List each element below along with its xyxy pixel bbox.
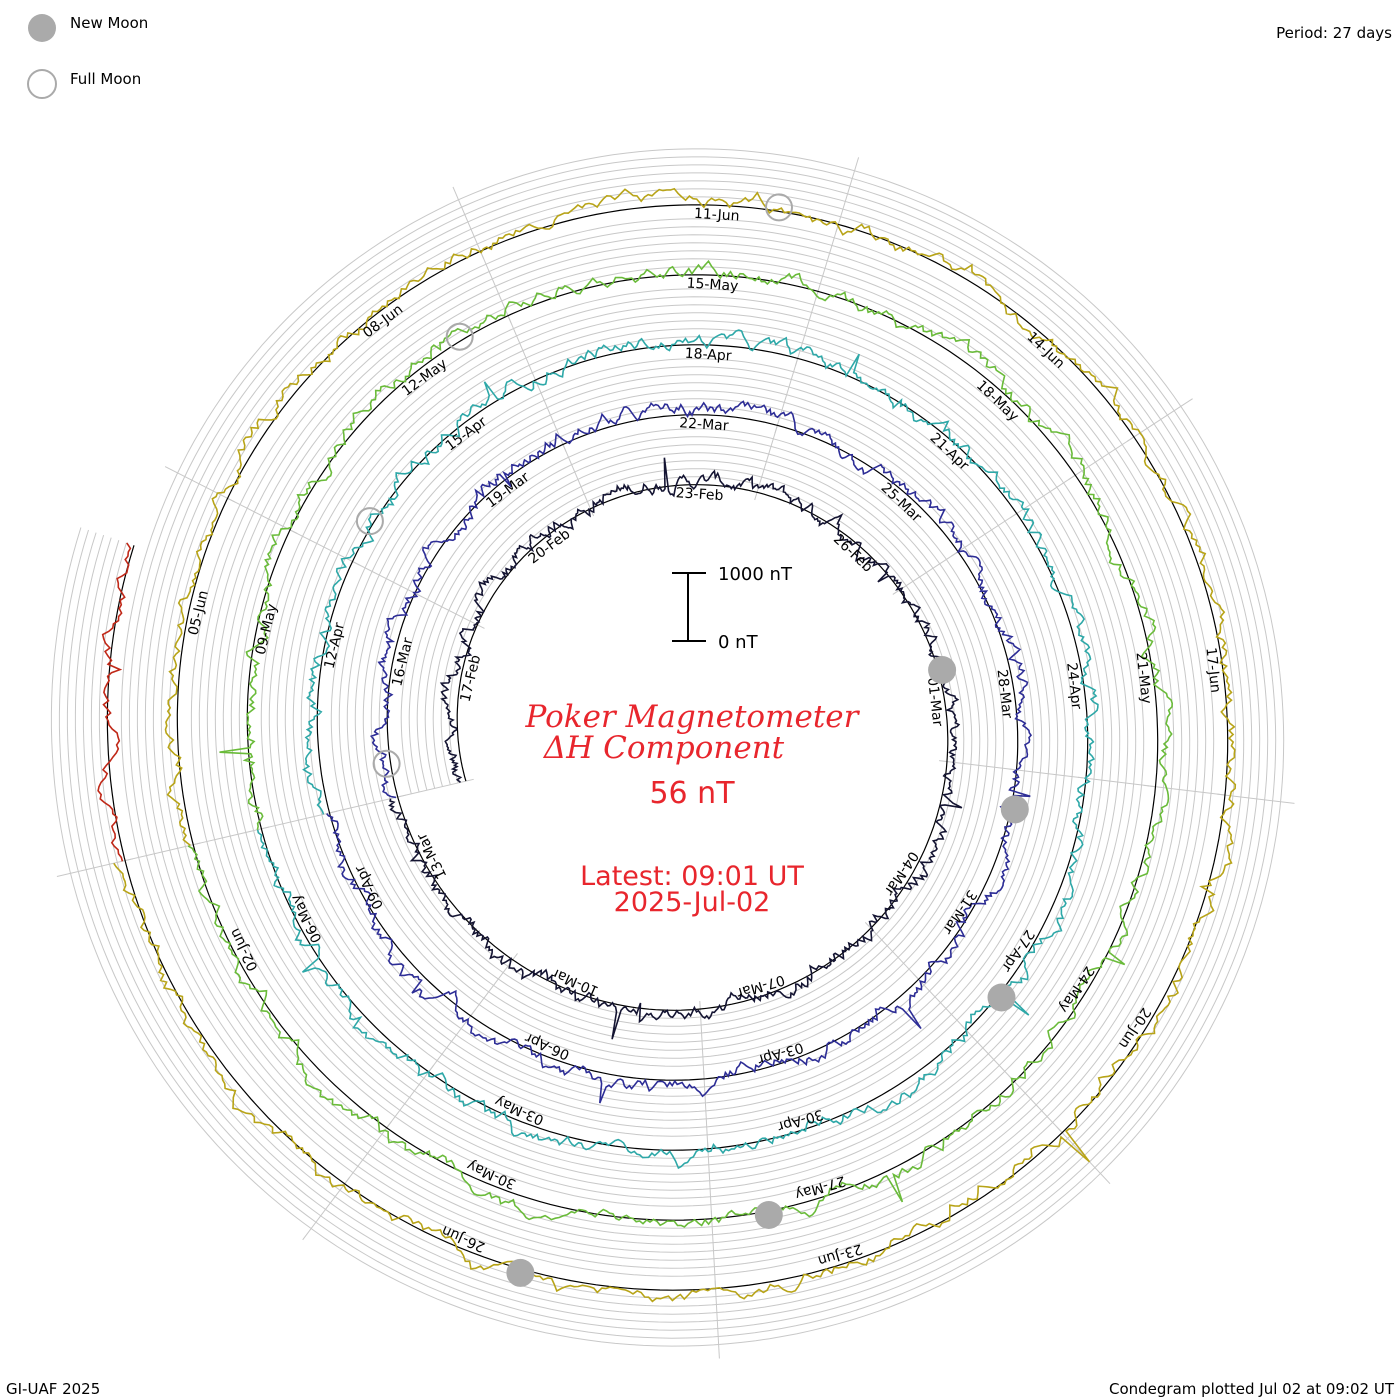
full-moon-marker (445, 322, 474, 351)
full-moon-marker (765, 193, 793, 222)
legend: New Moon Full Moon (27, 14, 148, 99)
grid-ring (50, 148, 1285, 1347)
day-spoke (951, 513, 1017, 557)
latest-time: Latest: 09:01 UT (580, 861, 804, 892)
date-label: 18-Apr (684, 346, 732, 365)
grid-ring (58, 156, 1277, 1339)
day-spoke (414, 592, 485, 629)
day-spoke (960, 1024, 1015, 1082)
grid-ring (82, 180, 1253, 1315)
day-spoke (352, 561, 423, 598)
date-label: 15-May (686, 276, 739, 295)
day-spoke (1009, 474, 1076, 519)
day-spoke (227, 497, 298, 534)
day-spoke (535, 379, 567, 452)
date-label: 17-Feb (458, 653, 485, 703)
day-spoke (1126, 398, 1193, 442)
chart-subtitle: ΔH Component (543, 730, 785, 766)
footer-plotted: Condegram plotted Jul 02 at 09:02 UT (1109, 1380, 1395, 1398)
day-spoke (710, 1210, 717, 1289)
date-label: 26-Jun (439, 1222, 487, 1255)
period-label: Period: 27 days (1276, 24, 1392, 42)
day-spoke (261, 810, 338, 830)
trace-cycle-2 (326, 400, 1033, 1104)
date-label: 03-May (492, 1093, 546, 1128)
new-moon-marker (754, 1201, 783, 1229)
day-spoke (302, 1177, 350, 1241)
day-spoke (774, 358, 799, 434)
date-label: 30-May (465, 1157, 519, 1192)
day-spoke (707, 1140, 713, 1219)
day-spoke (164, 466, 235, 503)
day-spoke (452, 186, 485, 259)
full-moon-legend-label: Full Moon (70, 70, 141, 88)
day-spoke (1077, 776, 1156, 788)
day-spoke (1068, 436, 1135, 481)
day-spoke (864, 922, 919, 980)
day-spoke (1008, 1075, 1063, 1133)
trace-cycle-3 (256, 329, 1099, 1170)
day-spoke (835, 157, 860, 233)
full-moon-marker (355, 507, 384, 536)
day-spoke (939, 760, 1017, 771)
date-label: 24-Apr (1063, 662, 1084, 711)
day-spoke (1056, 1126, 1111, 1185)
trace-cycle-4 (187, 259, 1174, 1228)
day-spoke (1008, 768, 1087, 779)
day-spoke (562, 444, 595, 517)
date-label: 13-Mar (414, 830, 450, 881)
new-moon-legend-icon (28, 14, 56, 42)
scale-bar: 1000 nT 0 nT (672, 564, 793, 653)
grid-rings (50, 148, 1285, 1347)
new-moon-marker (1000, 795, 1029, 824)
grid-ring (66, 164, 1269, 1331)
day-spoke (703, 1070, 709, 1149)
day-spokes (56, 157, 1295, 1359)
new-moon-legend-label: New Moon (70, 14, 148, 32)
day-spoke (1147, 785, 1226, 796)
current-value: 56 nT (649, 776, 735, 811)
date-label: 23-Feb (675, 485, 724, 504)
scale-bottom-label: 0 nT (718, 632, 759, 653)
scale-top-label: 1000 nT (718, 564, 793, 585)
baseline-spiral-line (106, 204, 1229, 1291)
day-spoke (386, 1065, 434, 1129)
date-label: 02-Jun (227, 926, 262, 974)
date-label: 11-Jun (694, 206, 740, 225)
grid-ring (90, 188, 1245, 1307)
new-moon-marker (506, 1258, 535, 1287)
date-label: 09-Apr (352, 862, 387, 911)
day-spoke (714, 1280, 720, 1359)
full-moon-marker (372, 749, 401, 778)
latest-date: 2025-Jul-02 (614, 887, 771, 918)
date-label: 21-May (1132, 651, 1154, 704)
footer-credit: GI-UAF 2025 (6, 1380, 100, 1398)
day-spoke (815, 224, 839, 300)
day-spoke (892, 551, 959, 595)
date-label: 26-Feb (830, 531, 876, 575)
new-moon-marker (987, 983, 1016, 1012)
day-spoke (289, 529, 360, 566)
moon-markers (355, 193, 1029, 1287)
trace-cycle-6 (97, 542, 132, 862)
full-moon-legend-icon (27, 69, 57, 99)
day-spoke (193, 826, 270, 846)
day-spoke (56, 858, 133, 877)
date-label: 28-Mar (994, 668, 1016, 719)
grid-ring (74, 172, 1261, 1323)
day-spoke (912, 973, 967, 1031)
baseline-spiral (106, 204, 1229, 1291)
day-spoke (329, 794, 406, 814)
day-spoke (344, 1121, 392, 1185)
day-spoke (794, 291, 819, 367)
date-label: 17-Jun (1202, 647, 1223, 694)
date-label: 06-Apr (523, 1029, 573, 1062)
date-label: 01-Mar (924, 676, 946, 727)
chart-title: Poker Magnetometer (525, 699, 861, 735)
date-label: 22-Mar (679, 415, 729, 434)
new-moon-marker (928, 656, 957, 684)
day-spoke (397, 778, 474, 798)
day-spoke (507, 315, 540, 388)
